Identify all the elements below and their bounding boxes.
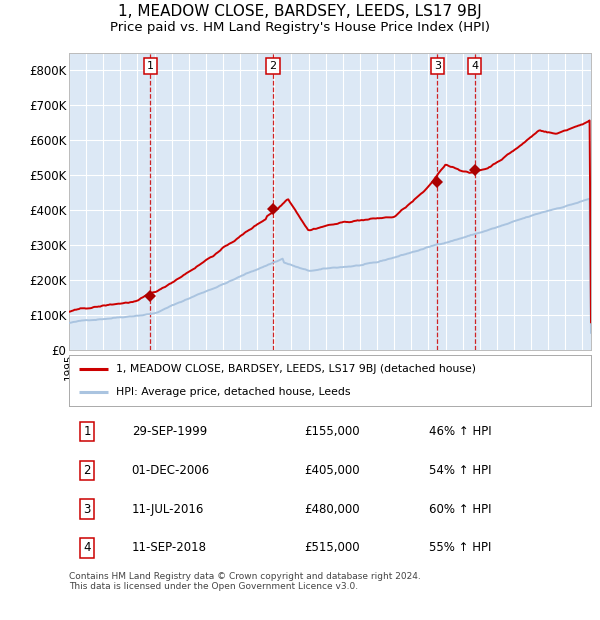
Text: £480,000: £480,000 xyxy=(304,503,359,516)
Text: 54% ↑ HPI: 54% ↑ HPI xyxy=(429,464,491,477)
Text: £155,000: £155,000 xyxy=(304,425,359,438)
Text: 4: 4 xyxy=(83,541,91,554)
Text: 4: 4 xyxy=(471,61,478,71)
Text: Contains HM Land Registry data © Crown copyright and database right 2024.
This d: Contains HM Land Registry data © Crown c… xyxy=(69,572,421,591)
Text: 46% ↑ HPI: 46% ↑ HPI xyxy=(429,425,492,438)
Text: 55% ↑ HPI: 55% ↑ HPI xyxy=(429,541,491,554)
Text: Price paid vs. HM Land Registry's House Price Index (HPI): Price paid vs. HM Land Registry's House … xyxy=(110,21,490,34)
Text: 3: 3 xyxy=(83,503,91,516)
Text: 2: 2 xyxy=(83,464,91,477)
Text: 29-SEP-1999: 29-SEP-1999 xyxy=(131,425,207,438)
Text: £515,000: £515,000 xyxy=(304,541,359,554)
Text: 1, MEADOW CLOSE, BARDSEY, LEEDS, LS17 9BJ: 1, MEADOW CLOSE, BARDSEY, LEEDS, LS17 9B… xyxy=(118,4,482,19)
Text: 60% ↑ HPI: 60% ↑ HPI xyxy=(429,503,491,516)
Text: 1: 1 xyxy=(147,61,154,71)
Text: 11-SEP-2018: 11-SEP-2018 xyxy=(131,541,206,554)
Text: 2: 2 xyxy=(269,61,277,71)
Text: 3: 3 xyxy=(434,61,441,71)
Text: 1: 1 xyxy=(83,425,91,438)
Text: 1, MEADOW CLOSE, BARDSEY, LEEDS, LS17 9BJ (detached house): 1, MEADOW CLOSE, BARDSEY, LEEDS, LS17 9B… xyxy=(116,364,476,374)
Text: HPI: Average price, detached house, Leeds: HPI: Average price, detached house, Leed… xyxy=(116,388,350,397)
Text: 11-JUL-2016: 11-JUL-2016 xyxy=(131,503,204,516)
Text: 01-DEC-2006: 01-DEC-2006 xyxy=(131,464,210,477)
Text: £405,000: £405,000 xyxy=(304,464,359,477)
